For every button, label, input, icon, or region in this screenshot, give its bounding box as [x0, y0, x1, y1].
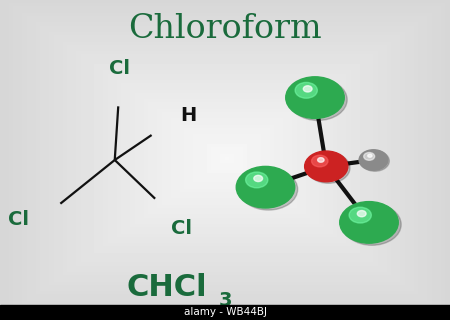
Circle shape: [318, 158, 324, 162]
Circle shape: [359, 150, 388, 170]
Text: alamy - WB44BJ: alamy - WB44BJ: [184, 307, 266, 317]
Circle shape: [368, 154, 372, 157]
Text: Cl: Cl: [109, 60, 130, 78]
Text: Cl: Cl: [8, 210, 29, 229]
Text: CHCl: CHCl: [126, 274, 207, 302]
Circle shape: [303, 86, 312, 92]
Bar: [0, 305, 450, 320]
Circle shape: [311, 155, 328, 167]
Circle shape: [288, 79, 347, 121]
Circle shape: [364, 153, 375, 160]
Circle shape: [305, 151, 348, 182]
Circle shape: [357, 211, 366, 217]
Text: 3: 3: [218, 291, 232, 310]
Circle shape: [236, 166, 295, 208]
Text: Cl: Cl: [171, 219, 192, 238]
Circle shape: [342, 204, 401, 245]
Circle shape: [360, 151, 389, 171]
Text: Chloroform: Chloroform: [128, 13, 322, 45]
Circle shape: [246, 172, 268, 188]
Circle shape: [295, 83, 317, 98]
Circle shape: [340, 202, 398, 243]
Circle shape: [307, 153, 350, 183]
Circle shape: [349, 207, 371, 223]
Circle shape: [286, 77, 344, 118]
Circle shape: [239, 168, 297, 210]
Text: H: H: [180, 106, 196, 125]
Circle shape: [254, 175, 263, 181]
